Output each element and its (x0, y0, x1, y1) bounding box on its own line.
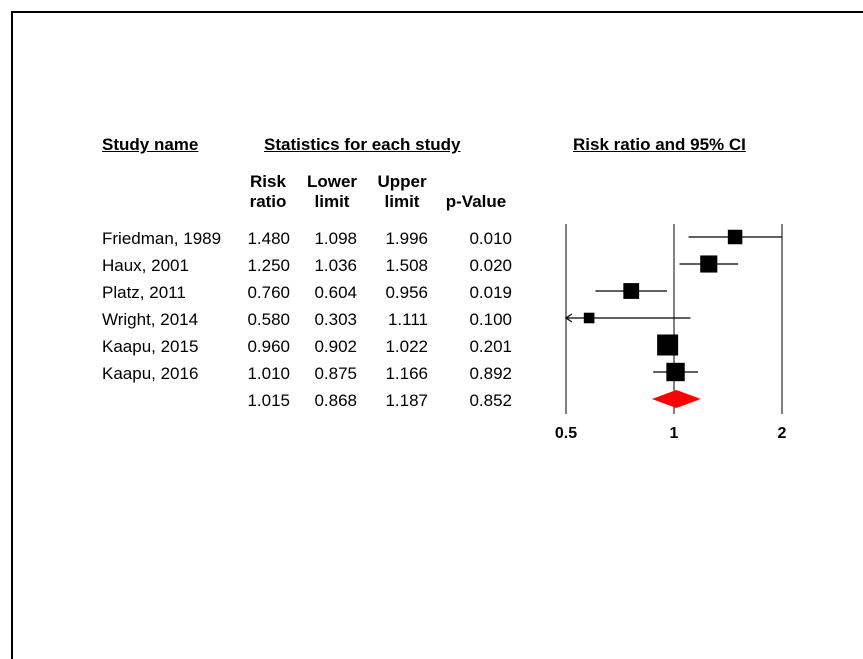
point-estimate-box (700, 255, 718, 273)
point-estimate-box (727, 229, 743, 245)
truncation-arrow (564, 313, 573, 323)
pooled-diamond (651, 390, 701, 408)
lower-limit-value: 1.036 (314, 256, 357, 275)
p-value: 0.010 (469, 229, 512, 248)
summary-lower-limit: 0.868 (314, 391, 357, 410)
col-header-upper-limit-line2: limit (384, 192, 420, 211)
p-value: 0.892 (469, 364, 512, 383)
lower-limit-value: 0.875 (314, 364, 357, 383)
x-tick-label: 1 (669, 425, 679, 442)
col-header-upper-limit-line1: Upper (377, 172, 427, 191)
col-header-lower-limit-line1: Lower (306, 172, 358, 191)
point-estimate-box (666, 362, 685, 382)
point-estimate-box (583, 312, 595, 324)
point-estimate-box (657, 334, 679, 356)
lower-limit-value: 0.902 (314, 337, 357, 356)
col-header-risk-ratio-line2: ratio (249, 192, 287, 211)
risk-ratio-value: 1.250 (247, 256, 290, 275)
statistics-header: Statistics for each study (264, 135, 461, 154)
study-label: Platz, 2011 (102, 283, 186, 302)
col-header-lower-limit: Lower limit (300, 172, 364, 212)
p-value: 0.019 (469, 283, 512, 302)
p-value: 0.020 (469, 256, 512, 275)
study-label: Friedman, 1989 (102, 229, 222, 248)
study-label: Kaapu, 2015 (102, 337, 199, 356)
col-header-risk-ratio: Risk ratio (240, 172, 296, 212)
summary-p-value: 0.852 (469, 391, 512, 410)
study-label: Haux, 2001 (102, 256, 189, 275)
p-value: 0.201 (469, 337, 512, 356)
study-label: Wright, 2014 (102, 310, 199, 329)
upper-limit-value: 1.022 (385, 337, 428, 356)
study-name-header: Study name (102, 135, 199, 154)
risk-ratio-value: 0.580 (247, 310, 290, 329)
summary-upper-limit: 1.187 (385, 391, 428, 410)
upper-limit-value: 0.956 (385, 283, 428, 302)
upper-limit-value: 1.996 (385, 229, 428, 248)
col-header-upper-limit: Upper limit (372, 172, 432, 212)
risk-ratio-value: 1.010 (247, 364, 290, 383)
x-tick-label: 2 (777, 425, 787, 442)
summary-risk-ratio: 1.015 (247, 391, 290, 410)
upper-limit-value: 1.508 (385, 256, 428, 275)
col-header-p-value: p-Value (436, 192, 516, 212)
col-header-lower-limit-line2: limit (314, 192, 350, 211)
x-tick-label: 0.5 (554, 425, 578, 442)
upper-limit-value: 1.111 (387, 310, 428, 329)
col-header-p-value-line1: p-Value (445, 192, 507, 211)
point-estimate-box (623, 283, 640, 299)
upper-limit-value: 1.166 (385, 364, 428, 383)
lower-limit-value: 0.303 (314, 310, 357, 329)
risk-ratio-value: 0.760 (247, 283, 290, 302)
col-header-risk-ratio-line1: Risk (250, 172, 286, 191)
lower-limit-value: 0.604 (314, 283, 357, 302)
risk-ratio-value: 1.480 (247, 229, 290, 248)
p-value: 0.100 (469, 310, 512, 329)
figure-frame (11, 11, 863, 659)
risk-ratio-value: 0.960 (247, 337, 290, 356)
plot-title: Risk ratio and 95% CI (573, 135, 746, 154)
study-label: Kaapu, 2016 (102, 364, 199, 383)
lower-limit-value: 1.098 (314, 229, 357, 248)
